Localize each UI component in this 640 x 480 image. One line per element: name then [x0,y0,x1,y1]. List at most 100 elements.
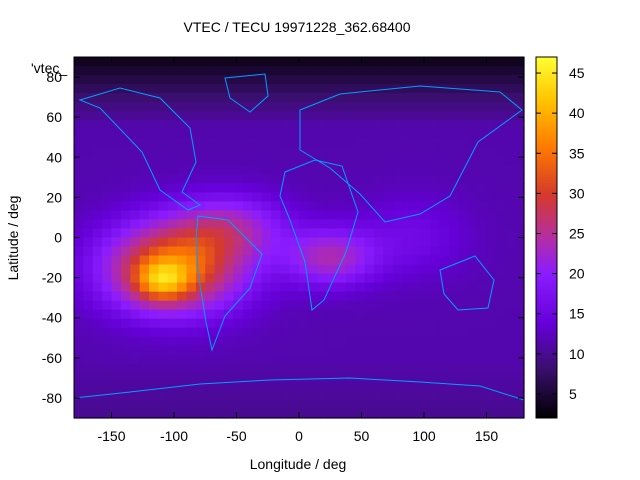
heatmap-cell [111,255,122,266]
heatmap-cell [467,300,478,311]
heatmap-cell [74,291,84,302]
heatmap-cell [130,156,141,166]
y-axis-label: Latitude / deg [5,196,21,281]
heatmap-cell [327,291,338,302]
heatmap-cell [214,372,225,383]
heatmap-cell [158,84,169,94]
heatmap-cell [280,57,291,67]
heatmap-cell [74,363,84,374]
heatmap-cell [458,291,469,302]
heatmap-cell [486,309,497,320]
heatmap-cell [139,390,150,401]
heatmap-cell [467,399,478,410]
heatmap-cell [345,255,356,266]
heatmap-cell [299,318,309,329]
heatmap-cell [514,147,525,157]
heatmap-cell [458,363,469,374]
heatmap-cell [439,237,450,248]
heatmap-cell [92,336,103,347]
heatmap-cell [364,399,375,410]
heatmap-cell [514,219,525,230]
heatmap-cell [345,300,356,311]
heatmap-cell [486,246,497,257]
heatmap-cell [345,219,356,230]
heatmap-cell [74,309,84,320]
heatmap-cell [439,66,450,76]
heatmap-cell [92,210,103,221]
heatmap-cell [364,219,375,230]
heatmap-cell [317,336,328,347]
heatmap-cell [355,381,366,392]
heatmap-cell [74,390,84,401]
heatmap-cell [74,75,84,85]
heatmap-cell [299,174,309,184]
heatmap-cell [83,273,94,284]
x-tick-label: -50 [226,428,246,444]
heatmap-cell [252,246,263,257]
heatmap-cell [430,327,441,338]
heatmap-cell [139,138,150,148]
heatmap-cell [308,237,319,248]
heatmap-cell [167,255,178,266]
heatmap-cell [355,165,366,175]
heatmap-cell [74,120,84,130]
heatmap-cell [224,183,234,193]
heatmap-cell [345,156,356,166]
heatmap-cell [92,327,103,338]
heatmap-cell [167,138,178,148]
heatmap-cell [270,219,281,230]
heatmap-cell [383,282,394,293]
heatmap-cell [186,273,197,284]
heatmap-cell [477,75,488,85]
heatmap-cell [477,183,488,193]
heatmap-cell [327,201,338,212]
heatmap-cell [449,291,459,302]
heatmap-cell [495,399,506,410]
heatmap-cell [364,264,375,275]
heatmap-cell [102,354,113,365]
heatmap-cell [327,399,338,410]
heatmap-cell [467,381,478,392]
heatmap-cell [102,156,113,166]
heatmap-cell [355,273,366,284]
heatmap-cell [336,165,347,175]
heatmap-cell [383,183,394,193]
heatmap-cell [270,390,281,401]
heatmap-cell [261,138,272,148]
heatmap-cell [495,183,506,193]
heatmap-cell [74,219,84,230]
heatmap-cell [270,66,281,76]
heatmap-cell [167,318,178,329]
heatmap-cell [214,300,225,311]
heatmap-cell [383,336,394,347]
heatmap-cell [289,237,300,248]
x-axis-label: Longitude / deg [250,456,347,472]
heatmap-cell [364,84,375,94]
heatmap-cell [261,264,272,275]
heatmap-cell [167,291,178,302]
heatmap-cell [205,174,216,184]
heatmap-cell [280,264,291,275]
heatmap-cell [186,201,197,212]
heatmap-cell [130,255,141,266]
heatmap-cell [308,291,319,302]
heatmap-cell [336,84,347,94]
heatmap-cell [411,363,422,374]
heatmap-cell [111,111,122,121]
heatmap-cell [327,273,338,284]
heatmap-cell [74,336,84,347]
heatmap-cell [317,120,328,130]
heatmap-cell [233,399,244,410]
heatmap-cell [345,345,356,356]
heatmap-cell [289,192,300,203]
heatmap-cell [83,363,94,374]
heatmap-cell [364,111,375,121]
heatmap-cell [345,138,356,148]
heatmap-cell [83,192,94,203]
heatmap-cell [383,93,394,103]
heatmap-cell [355,345,366,356]
heatmap-cell [383,318,394,329]
heatmap-cell [308,372,319,383]
heatmap-cell [167,183,178,193]
